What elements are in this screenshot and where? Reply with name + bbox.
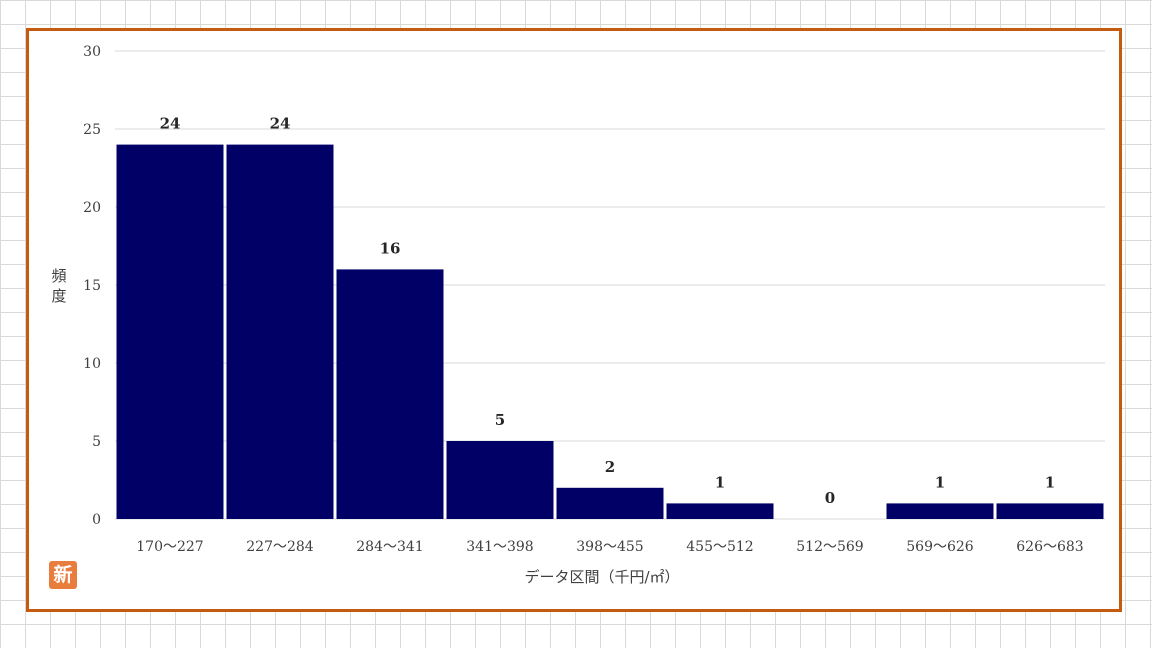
data-label: 1 — [715, 473, 725, 491]
new-badge: 新 — [49, 561, 77, 589]
x-tick-label: 455～512 — [686, 539, 753, 555]
bar — [226, 144, 334, 519]
x-tick-label: 284～341 — [356, 539, 423, 555]
y-tick-label: 15 — [83, 278, 101, 294]
data-label: 2 — [605, 458, 615, 476]
y-tick-label: 5 — [92, 434, 101, 450]
data-label: 24 — [270, 115, 291, 133]
y-tick-label: 20 — [83, 200, 101, 216]
x-tick-label: 227～284 — [246, 539, 314, 555]
bar — [336, 269, 444, 519]
y-tick-label: 10 — [83, 356, 101, 372]
y-axis-title-char-1: 頻 — [51, 267, 66, 285]
x-tick-label: 398～455 — [576, 539, 643, 555]
bar — [446, 441, 554, 519]
bar — [666, 503, 774, 519]
data-label: 1 — [1045, 473, 1055, 491]
data-label: 0 — [825, 489, 835, 507]
y-axis-title-char-2: 度 — [51, 287, 66, 305]
data-label: 1 — [935, 473, 945, 491]
data-label: 16 — [380, 239, 401, 257]
y-tick-label: 0 — [92, 512, 101, 528]
y-tick-label: 25 — [83, 122, 101, 138]
bar — [116, 144, 224, 519]
x-tick-label: 569～626 — [906, 539, 974, 555]
x-tick-label: 341～398 — [466, 539, 533, 555]
x-axis-title: データ区間（千円/㎡） — [524, 568, 679, 586]
bar — [556, 487, 664, 519]
histogram-chart: 05101520253024170～22724227～28416284～3415… — [51, 44, 1105, 586]
y-tick-label: 30 — [83, 44, 101, 60]
chart-frame: 0 5 10 15 20 25 30 24 170～227 24 227～284 16 284～341 5… — [26, 28, 1122, 612]
x-tick-label: 170～227 — [136, 539, 203, 555]
x-tick-label: 512～569 — [796, 539, 863, 555]
bar — [996, 503, 1104, 519]
x-tick-label: 626～683 — [1016, 539, 1083, 555]
bar — [886, 503, 994, 519]
data-label: 5 — [495, 411, 505, 429]
data-label: 24 — [160, 115, 181, 133]
